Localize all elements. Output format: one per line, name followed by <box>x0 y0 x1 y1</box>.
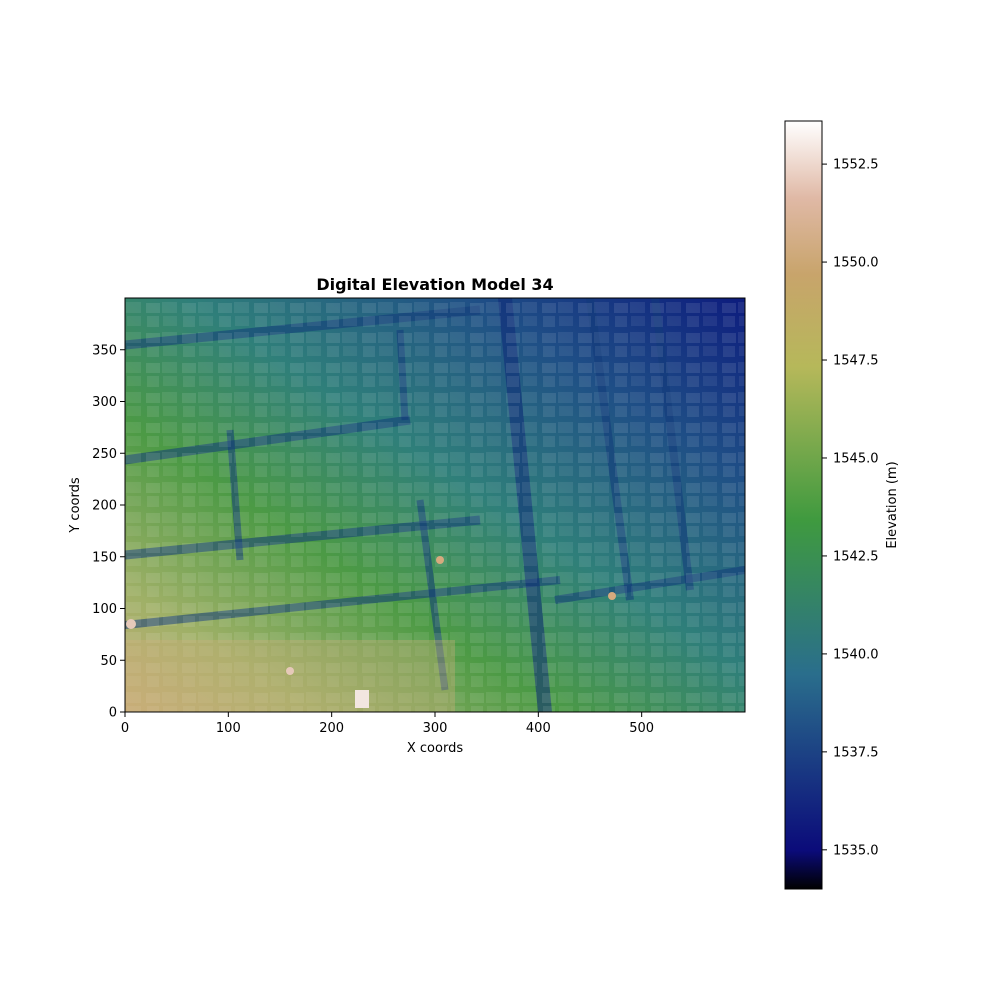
y-axis-label: Y coords <box>68 477 83 533</box>
chart-title: Digital Elevation Model 34 <box>316 275 553 294</box>
y-tick-label: 250 <box>92 447 117 462</box>
colorbar-tick-label: 1550.0 <box>833 256 879 271</box>
y-tick-label: 0 <box>109 706 117 721</box>
colorbar <box>784 120 823 890</box>
x-axis: 0 100 200 300 400 500 <box>121 712 654 736</box>
x-axis-label: X coords <box>407 741 463 756</box>
colorbar-tick-label: 1552.5 <box>833 158 879 173</box>
x-tick-label: 500 <box>629 721 654 736</box>
y-tick-label: 150 <box>92 550 117 565</box>
heatmap-image <box>125 298 745 712</box>
colorbar-label: Elevation (m) <box>885 461 900 548</box>
y-tick-label: 50 <box>100 654 117 669</box>
y-tick-label: 300 <box>92 395 117 410</box>
colorbar-tick-label: 1545.0 <box>833 451 879 466</box>
y-tick-label: 350 <box>92 343 117 358</box>
x-tick-label: 300 <box>423 721 448 736</box>
colorbar-tick-label: 1537.5 <box>833 745 879 760</box>
colorbar-tick-label: 1542.5 <box>833 549 879 564</box>
y-tick-label: 200 <box>92 499 117 514</box>
x-tick-label: 200 <box>319 721 344 736</box>
x-tick-label: 100 <box>216 721 241 736</box>
colorbar-axis: 1535.0 1537.5 1540.0 1542.5 1545.0 1547.5 1550… <box>822 158 879 858</box>
y-tick-label: 100 <box>92 602 117 617</box>
colorbar-tick-label: 1535.0 <box>833 843 879 858</box>
colorbar-tick-label: 1540.0 <box>833 647 879 662</box>
colorbar-tick-label: 1547.5 <box>833 354 879 369</box>
x-tick-label: 400 <box>526 721 551 736</box>
y-axis: 0 50 100 150 200 250 300 350 <box>92 343 125 721</box>
x-tick-label: 0 <box>121 721 129 736</box>
